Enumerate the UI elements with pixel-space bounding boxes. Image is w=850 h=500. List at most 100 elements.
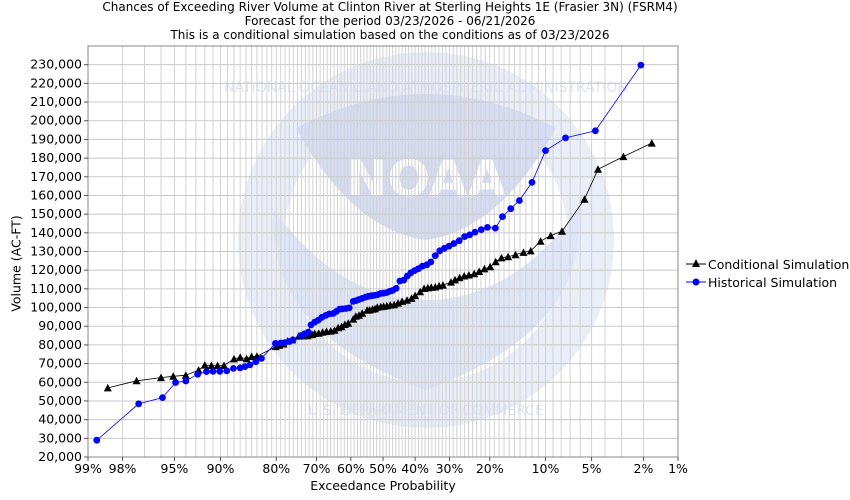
chart-subtitle-condition: This is a conditional simulation based o… — [170, 28, 610, 42]
data-point-triangle — [647, 139, 656, 147]
data-point-circle — [289, 336, 297, 344]
grid-lines — [87, 46, 679, 458]
legend-item-conditional: Conditional Simulation — [686, 255, 849, 273]
data-point-triangle — [407, 294, 416, 302]
data-point-triangle — [511, 250, 520, 259]
data-point-circle — [455, 237, 463, 245]
data-point-circle — [477, 226, 485, 234]
x-tick-label: 70% — [303, 461, 331, 476]
data-point-triangle — [439, 281, 447, 289]
data-point-triangle — [220, 361, 228, 369]
data-point-circle — [491, 224, 499, 232]
data-point-circle — [637, 61, 645, 69]
data-point-circle — [159, 394, 166, 401]
y-tick-label: 90,000 — [38, 318, 82, 333]
y-tick-label: 220,000 — [30, 75, 82, 90]
y-tick-label: 40,000 — [38, 412, 82, 427]
data-point-triangle — [519, 248, 528, 256]
y-axis-title: Volume (AC-FT) — [8, 215, 24, 312]
x-tick-label: 40% — [401, 461, 429, 476]
data-point-triangle — [594, 165, 602, 173]
data-point-circle — [216, 367, 224, 375]
x-tick-label: 10% — [532, 461, 560, 476]
data-point-triangle — [558, 227, 566, 235]
legend-label-historical: Historical Simulation — [708, 274, 838, 290]
watermark-ring-top-text: NATIONAL OCEANIC AND ATMOSPHERIC ADMINIS… — [224, 80, 628, 96]
watermark-ring-icon — [238, 52, 614, 428]
data-point-triangle — [181, 371, 190, 379]
data-point-circle — [194, 370, 202, 378]
x-tick-label: 50% — [369, 461, 397, 476]
y-tick-label: 110,000 — [30, 281, 82, 296]
data-point-circle — [392, 284, 400, 292]
data-point-triangle — [213, 361, 222, 370]
y-tick-label: 80,000 — [38, 337, 82, 352]
data-point-triangle — [169, 372, 178, 380]
data-point-triangle — [355, 311, 363, 319]
y-tick-label: 200,000 — [30, 113, 82, 128]
y-tick-label: 230,000 — [30, 57, 82, 72]
y-axis: 20,000 30,000 40,000 50,000 60,000 70,000 80,0… — [30, 57, 88, 464]
data-point-triangle — [497, 253, 506, 262]
data-point-triangle — [403, 296, 411, 304]
data-point-triangle — [330, 326, 339, 334]
data-point-triangle — [344, 319, 353, 327]
x-tick-label: 1% — [668, 461, 688, 476]
legend-circle-icon — [686, 278, 706, 286]
data-point-triangle — [491, 257, 500, 266]
data-point-circle — [230, 365, 237, 372]
data-point-triangle — [247, 352, 256, 360]
x-tick-label: 99% — [74, 461, 102, 476]
x-axis-title: Exceedance Probability — [310, 478, 456, 493]
data-point-triangle — [536, 237, 545, 245]
data-point-triangle — [103, 383, 112, 392]
y-tick-label: 170,000 — [30, 169, 82, 184]
y-tick-label: 160,000 — [30, 187, 82, 202]
data-point-triangle — [447, 278, 455, 286]
legend: Conditional Simulation Historical Simula… — [686, 255, 849, 291]
data-point-triangle — [337, 322, 346, 331]
y-tick-label: 150,000 — [30, 206, 82, 221]
data-point-circle — [542, 147, 549, 155]
data-point-triangle — [207, 361, 216, 369]
legend-item-historical: Historical Simulation — [686, 273, 849, 291]
x-tick-label: 60% — [337, 461, 365, 476]
data-point-triangle — [132, 376, 141, 385]
data-point-triangle — [546, 231, 555, 240]
data-point-triangle — [358, 309, 367, 317]
y-tick-label: 30,000 — [38, 430, 82, 445]
data-point-circle — [431, 252, 439, 259]
data-point-triangle — [480, 264, 489, 273]
series-historical — [93, 61, 645, 444]
data-point-circle — [450, 240, 458, 247]
data-point-triangle — [451, 275, 459, 284]
x-tick-label: 30% — [436, 461, 464, 476]
watermark-ring-bottom-text: U.S. DEPARTMENT OF COMMERCE — [308, 403, 544, 419]
data-point-circle — [562, 134, 569, 142]
data-point-circle — [304, 328, 312, 336]
chart-title: Chances of Exceeding River Volume at Cli… — [102, 0, 678, 14]
data-point-triangle — [230, 354, 238, 363]
x-tick-label: 80% — [262, 461, 290, 476]
x-tick-label: 90% — [207, 461, 235, 476]
y-tick-label: 130,000 — [30, 244, 82, 259]
data-point-triangle — [486, 262, 495, 271]
data-point-circle — [507, 205, 515, 213]
x-tick-label: 2% — [634, 461, 654, 476]
data-point-circle — [223, 367, 231, 375]
legend-label-conditional: Conditional Simulation — [708, 256, 850, 272]
y-tick-label: 140,000 — [30, 225, 82, 240]
data-point-circle — [427, 258, 435, 266]
y-tick-label: 210,000 — [30, 94, 82, 109]
data-point-circle — [209, 368, 217, 375]
data-point-triangle — [416, 287, 425, 296]
series-layer — [93, 61, 656, 444]
y-tick-label: 180,000 — [30, 150, 82, 165]
data-point-circle — [252, 358, 260, 366]
data-point-circle — [258, 355, 265, 362]
data-point-circle — [172, 379, 180, 386]
data-point-circle — [246, 361, 254, 369]
y-tick-label: 50,000 — [38, 393, 82, 408]
data-point-circle — [516, 197, 523, 204]
